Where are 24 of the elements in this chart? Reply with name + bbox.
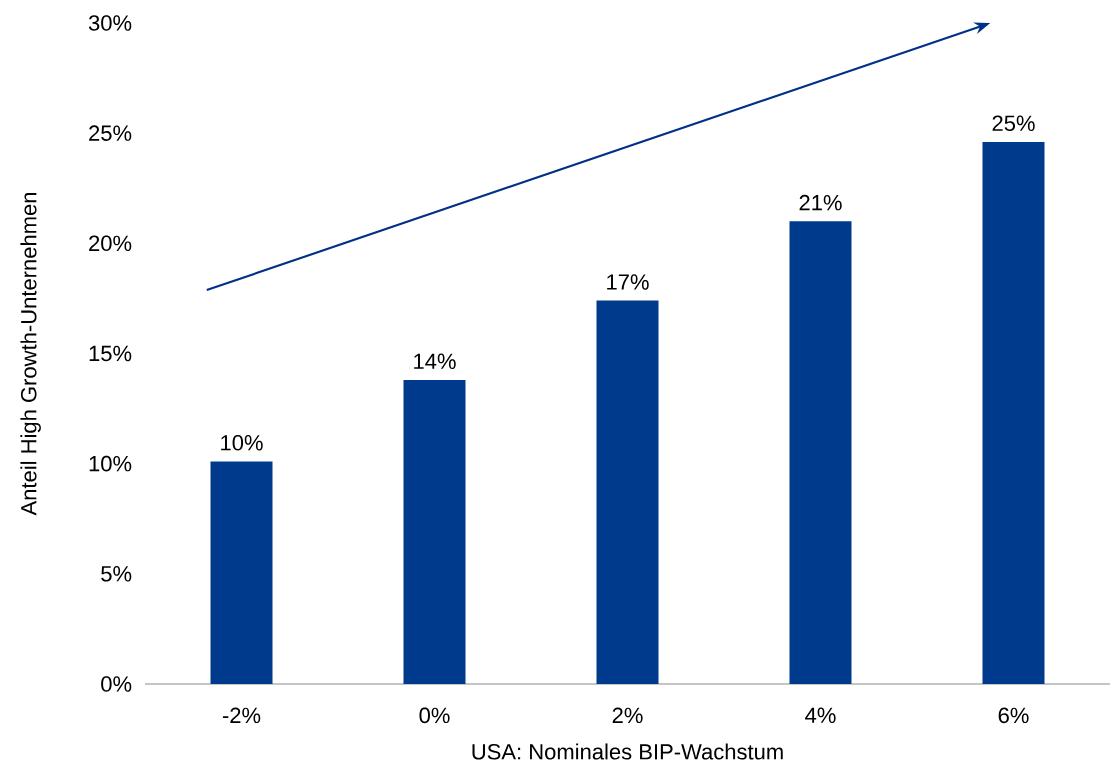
bar [403, 379, 466, 684]
data-label: 14% [414, 353, 456, 369]
y-axis-title: Anteil High Growth-Unternehmen [20, 192, 41, 516]
y-tick-label: 20% [89, 235, 132, 252]
x-tick-label: 4% [805, 707, 836, 723]
y-tick-label: 15% [89, 345, 132, 362]
data-label: 17% [607, 274, 649, 290]
y-tick-label: 25% [89, 125, 132, 141]
data-label: 25% [992, 115, 1035, 132]
y-tick-label: 10% [89, 455, 132, 472]
x-tick-label: -2% [222, 707, 261, 724]
data-label: 10% [221, 434, 263, 451]
bar [982, 141, 1045, 684]
y-tick-label: 0% [101, 676, 132, 692]
x-tick-label: 6% [998, 707, 1029, 724]
bar [210, 461, 273, 684]
x-axis-title: USA: Nominales BIP-Wachstum [472, 743, 783, 760]
y-tick-label: 30% [88, 15, 132, 31]
data-label: 21% [799, 194, 842, 211]
x-tick-label: 2% [612, 707, 643, 724]
x-tick-label: 0% [419, 707, 450, 724]
bar [789, 221, 852, 684]
y-tick-label: 5% [101, 566, 132, 582]
bar [596, 300, 659, 684]
